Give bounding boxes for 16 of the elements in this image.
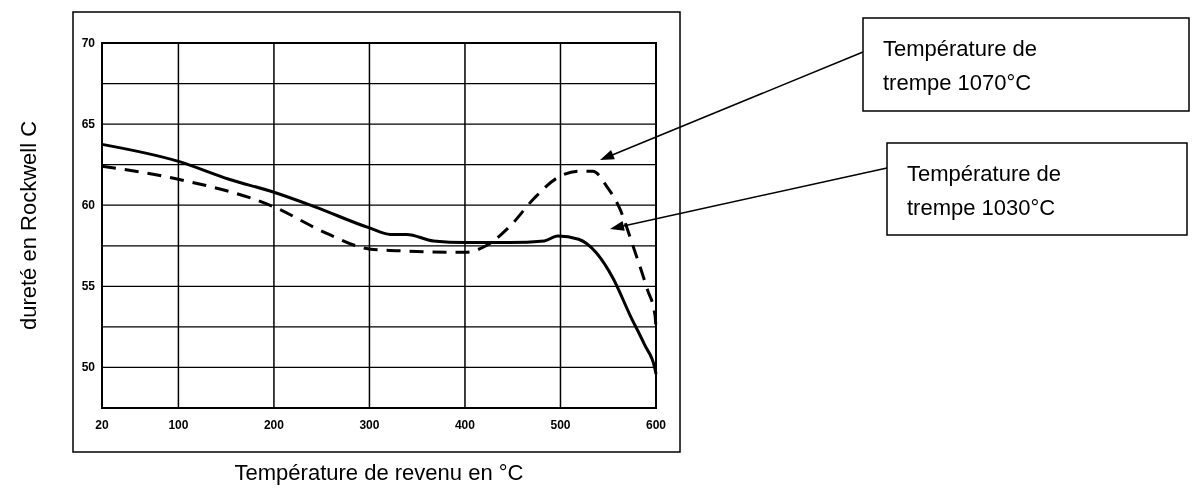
y-tick-label: 55 xyxy=(81,279,96,294)
x-tick-label: 100 xyxy=(168,418,189,432)
x-tick-label: 500 xyxy=(550,418,571,432)
x-tick-label: 300 xyxy=(359,418,380,432)
x-tick-label: 600 xyxy=(645,418,667,432)
x-tick-label: 400 xyxy=(454,418,476,432)
text: Température de trempe 1070°C xyxy=(883,36,1038,95)
y-axis-title: dureté en Rockwell C xyxy=(16,120,41,331)
y-tick-label: 60 xyxy=(81,198,96,213)
x-axis-title: Température de revenu en °C xyxy=(234,460,524,485)
y-tick-label: 50 xyxy=(81,360,96,375)
x-tick-label: 200 xyxy=(263,418,285,432)
text: Température de trempe 1030°C xyxy=(907,161,1062,220)
y-tick-label: 65 xyxy=(81,117,96,132)
y-tick-label: 70 xyxy=(81,36,96,50)
x-tick-label: 20 xyxy=(95,418,109,432)
